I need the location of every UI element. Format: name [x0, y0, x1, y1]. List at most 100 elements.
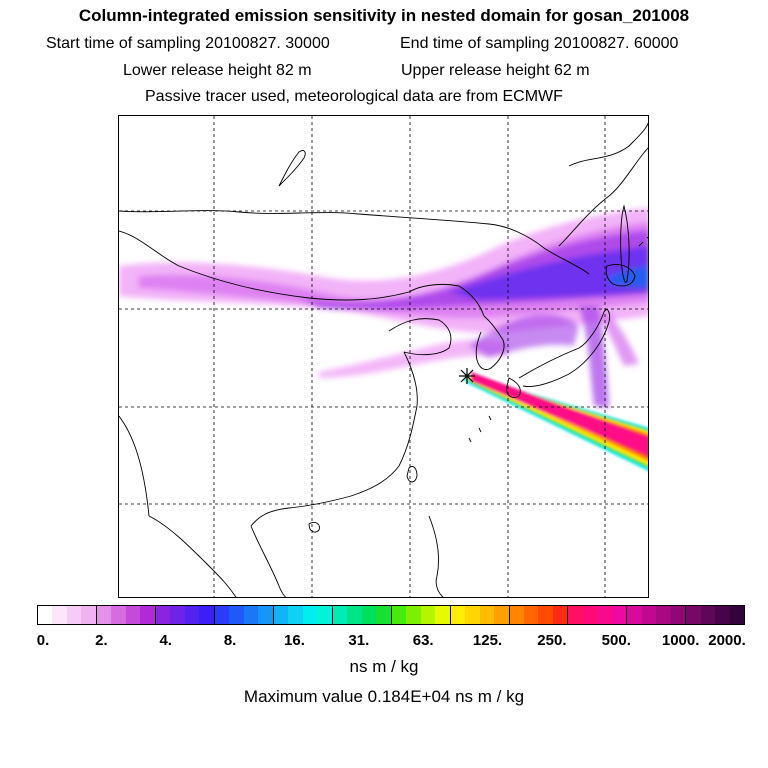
colorbar-segment: [508, 606, 524, 624]
colorbar-segment: [494, 606, 509, 624]
colorbar-segment: [38, 606, 53, 624]
colorbar-segment: [81, 606, 96, 624]
map-panel: [118, 115, 649, 598]
colorbar-segment: [95, 606, 112, 624]
coastline-sakhalin: [620, 204, 630, 283]
colorbar-segment: [435, 606, 450, 624]
colorbar-tick-label: 8.: [223, 632, 237, 649]
plume-core-blue: [609, 266, 648, 288]
colorbar-segment: [170, 606, 185, 624]
colorbar-segment: [331, 606, 348, 624]
colorbar-segment: [670, 606, 686, 624]
end-time-label: End time of sampling 20100827. 60000: [400, 35, 679, 52]
colorbar-segment: [685, 606, 701, 624]
coastline-hainan: [308, 521, 320, 533]
maximum-value-label: Maximum value 0.184E+04 ns m / kg: [243, 687, 525, 706]
colorbar-segment: [611, 606, 627, 624]
colorbar-segment: [552, 606, 568, 624]
colorbar-tick-label: 0.: [36, 632, 50, 649]
colorbar-tick-label: 16.: [284, 632, 305, 649]
coastline-russia-far-east: [558, 147, 648, 247]
coastline-southeast-asia-west: [148, 515, 237, 597]
colorbar-segment: [390, 606, 407, 624]
colorbar-segment: [376, 606, 391, 624]
receptor-marker-icon: [459, 368, 475, 384]
coastline-china-south: [250, 495, 352, 527]
colorbar-segment: [465, 606, 480, 624]
coastline-japan-kyushu: [506, 377, 521, 398]
coastlines: [119, 122, 648, 597]
coastline-philippines: [428, 515, 444, 597]
plume-westerly-band: [119, 208, 648, 333]
colorbar-segment: [125, 606, 141, 624]
colorbar-segment: [538, 606, 553, 624]
colorbar-segment: [523, 606, 539, 624]
colorbar-segment: [52, 606, 67, 624]
colorbar-segment: [626, 606, 642, 624]
colorbar-segment: [700, 606, 716, 624]
coastline-japan-honshu: [518, 309, 610, 387]
colorbar-tick-label: 250.: [537, 632, 567, 649]
colorbar: [37, 605, 745, 625]
plume-branch-japan: [579, 306, 609, 408]
colorbar-segment: [641, 606, 657, 624]
coastline-mongolia-border: [119, 230, 410, 301]
colorbar-segment: [140, 606, 155, 624]
colorbar-segment: [729, 606, 745, 624]
colorbar-segment: [715, 606, 730, 624]
colorbar-segment: [406, 606, 421, 624]
tracer-note-label: Passive tracer used, meteorological data…: [145, 88, 563, 105]
colorbar-segment: [597, 606, 612, 624]
colorbar-segment: [567, 606, 583, 624]
colorbar-segment: [302, 606, 318, 624]
colorbar-segment: [213, 606, 230, 624]
plume-branch-south: [319, 339, 509, 378]
coastline-korea: [475, 315, 505, 371]
colorbar-unit-label: ns m / kg: [349, 657, 419, 676]
coastline-china-interior-border: [408, 283, 485, 317]
colorbar-segment: [449, 606, 466, 624]
map-svg: [119, 116, 648, 597]
band-pink: [471, 372, 648, 456]
colorbar-tick-label: 2000.: [708, 632, 746, 649]
colorbar-segment: [420, 606, 436, 624]
colorbar-tick-label: 1000.: [661, 632, 700, 649]
coastline-india-east: [119, 415, 150, 517]
colorbar-segment: [258, 606, 273, 624]
lower-release-height-label: Lower release height 82 m: [123, 62, 312, 79]
colorbar-segment: [229, 606, 244, 624]
coastline-indochina: [250, 525, 287, 597]
colorbar-segment: [582, 606, 598, 624]
figure-title: Column-integrated emission sensitivity i…: [78, 6, 690, 25]
coastline-ryukyu: [468, 415, 492, 443]
colorbar-segment: [66, 606, 82, 624]
plume-near-korea: [469, 314, 579, 358]
colorbar-tick-label: 4.: [159, 632, 172, 649]
colorbar-segment: [479, 606, 495, 624]
coastline-sea-of-okhotsk: [568, 122, 648, 167]
colorbar-segment: [154, 606, 171, 624]
plume-southern-branches: [319, 306, 639, 408]
coastline-taiwan: [406, 465, 418, 483]
start-time-label: Start time of sampling 20100827. 30000: [46, 35, 330, 52]
colorbar-segment: [184, 606, 200, 624]
colorbar-segment: [361, 606, 377, 624]
colorbar-tick-label: 31.: [348, 632, 370, 649]
plume-strong: [449, 246, 648, 300]
coastline-bohai: [388, 318, 452, 356]
colorbar-segment: [272, 606, 289, 624]
colorbar-tick-label: 125.: [472, 632, 503, 649]
graticule: [119, 116, 648, 597]
colorbar-segment: [317, 606, 332, 624]
colorbar-segment: [243, 606, 259, 624]
colorbar-segment: [347, 606, 362, 624]
colorbar-segment: [288, 606, 303, 624]
colorbar-segment: [199, 606, 214, 624]
coastline-japan-hokkaido: [605, 264, 636, 287]
colorbar-tick-label: 2.: [95, 632, 108, 649]
coastline-kuril: [638, 236, 648, 247]
colorbar-tick-label: 63.: [412, 632, 434, 649]
upper-release-height-label: Upper release height 62 m: [401, 62, 590, 79]
plume-branch-east: [599, 312, 639, 366]
colorbar-segment: [656, 606, 671, 624]
